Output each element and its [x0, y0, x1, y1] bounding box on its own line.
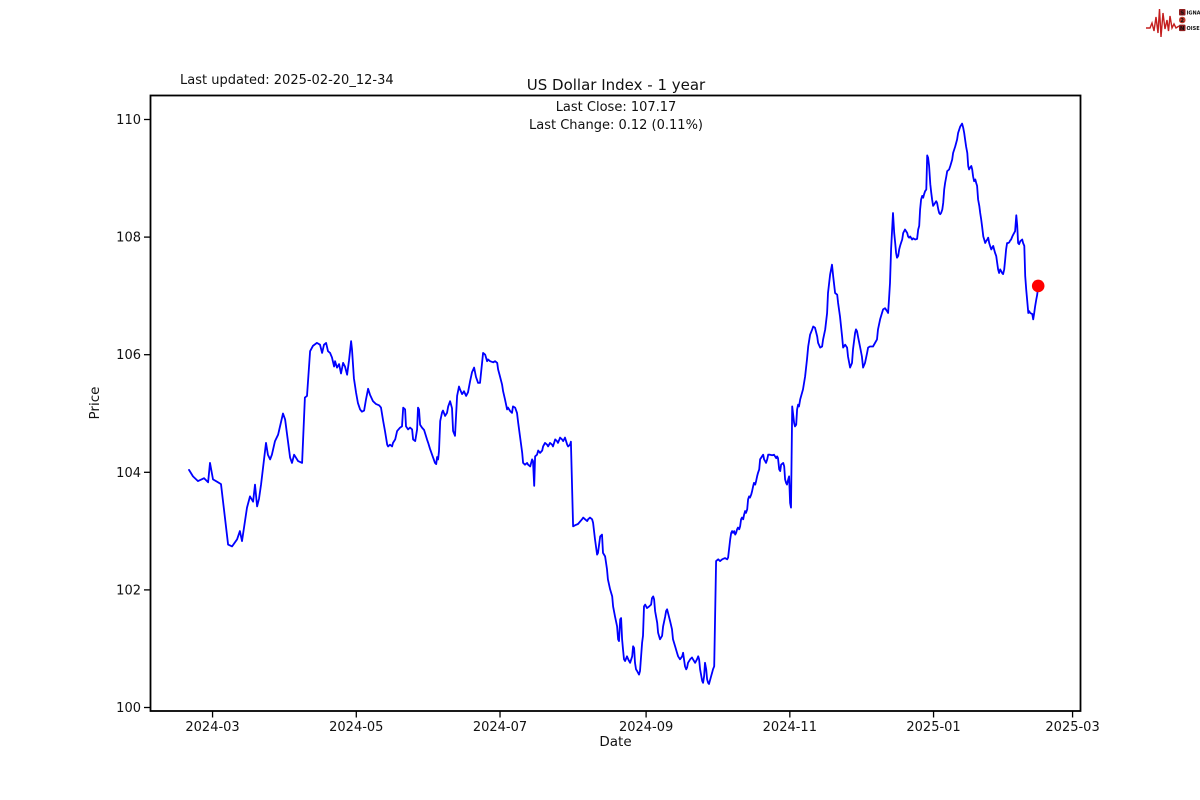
annotation-last-change: Last Change: 0.12 (0.11%) [529, 118, 703, 133]
y-tick-label: 100 [116, 701, 141, 716]
x-tick-label: 2024-11 [763, 720, 817, 735]
waveform-icon [1146, 8, 1180, 38]
logo-text-ignal: IGNAL [1187, 11, 1200, 17]
price-line [188, 122, 1040, 685]
logo-badge-n [1179, 24, 1186, 32]
y-tick-label: 104 [116, 466, 141, 481]
logo-text-oise: OISE [1187, 26, 1200, 32]
logo-letter-s: S [1180, 11, 1184, 17]
y-axis-ticks: 100 102 104 106 108 110 [116, 113, 151, 716]
x-tick-label: 2025-01 [906, 720, 960, 735]
x-axis-label: Date [599, 734, 631, 750]
last-close-marker [1031, 279, 1045, 293]
x-tick-label: 2024-07 [473, 720, 527, 735]
x-axis-ticks: 2024-03 2024-05 2024-07 2024-09 2024-11 2025-… [185, 711, 1100, 735]
signal2noise-logo: S IGNAL 2 N OISE [1146, 8, 1200, 38]
plot-frame [149, 94, 1082, 712]
logo-badge-2 [1179, 16, 1186, 24]
logo-digit-2: 2 [1180, 18, 1184, 24]
y-tick-label: 108 [116, 231, 141, 246]
x-tick-label: 2024-03 [185, 720, 239, 735]
last-updated-text: Last updated: 2025-02-20_12-34 [180, 73, 394, 88]
y-axis-label: Price [87, 387, 103, 420]
logo-letter-n: N [1180, 26, 1185, 32]
y-tick-label: 102 [116, 583, 141, 598]
x-tick-label: 2024-05 [329, 720, 383, 735]
annotation-last-close: Last Close: 107.17 [556, 100, 677, 115]
x-tick-label: 2025-03 [1045, 720, 1099, 735]
y-tick-label: 106 [116, 348, 141, 363]
chart-title: US Dollar Index - 1 year [527, 76, 706, 94]
logo-badge-s [1179, 9, 1186, 16]
x-tick-label: 2024-09 [619, 720, 673, 735]
y-tick-label: 110 [116, 113, 141, 128]
